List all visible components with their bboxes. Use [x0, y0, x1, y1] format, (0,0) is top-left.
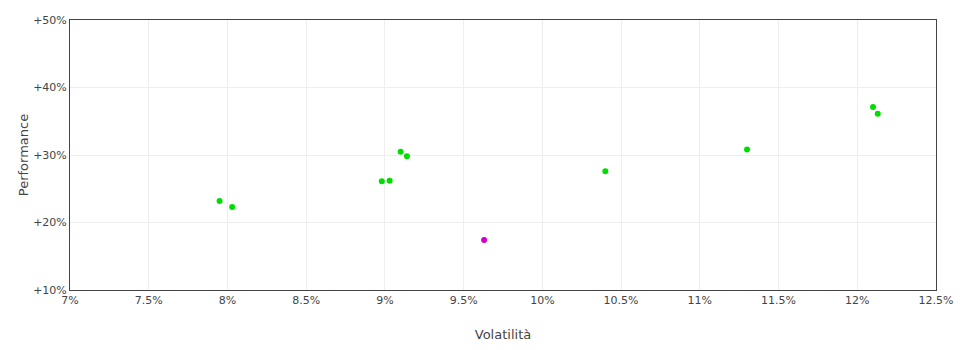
svg-text:Performance: Performance: [16, 114, 31, 196]
svg-text:12%: 12%: [845, 294, 869, 307]
svg-text:7.5%: 7.5%: [135, 294, 163, 307]
svg-text:12.5%: 12.5%: [919, 294, 954, 307]
svg-text:+30%: +30%: [33, 149, 67, 162]
svg-text:+50%: +50%: [33, 14, 67, 27]
svg-text:10%: 10%: [530, 294, 554, 307]
svg-text:10.5%: 10.5%: [604, 294, 639, 307]
svg-text:+40%: +40%: [33, 81, 67, 94]
svg-text:9.5%: 9.5%: [450, 294, 478, 307]
svg-text:7%: 7%: [61, 294, 78, 307]
svg-text:11%: 11%: [688, 294, 712, 307]
svg-text:+20%: +20%: [33, 216, 67, 229]
svg-text:Volatilità: Volatilità: [475, 327, 531, 342]
svg-text:+10%: +10%: [33, 284, 67, 297]
svg-text:11.5%: 11.5%: [761, 294, 796, 307]
svg-text:8%: 8%: [219, 294, 236, 307]
svg-text:9%: 9%: [376, 294, 393, 307]
svg-text:8.5%: 8.5%: [292, 294, 320, 307]
